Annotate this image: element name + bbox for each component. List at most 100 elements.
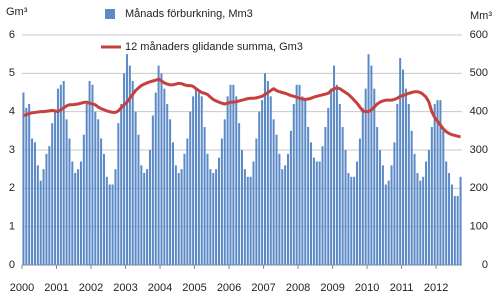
bar bbox=[353, 176, 356, 265]
bar bbox=[160, 73, 163, 265]
bar bbox=[433, 104, 436, 265]
y2-tick-label: 500 bbox=[470, 67, 488, 79]
x-tick-label: 2010 bbox=[355, 282, 379, 294]
bar bbox=[344, 150, 347, 265]
bar bbox=[298, 84, 301, 265]
bar bbox=[453, 196, 456, 265]
x-tick-label: 2002 bbox=[79, 282, 103, 294]
bar bbox=[393, 142, 396, 265]
bar bbox=[459, 176, 462, 265]
bar bbox=[252, 161, 255, 265]
bar bbox=[45, 153, 48, 265]
bar bbox=[396, 104, 399, 265]
bar bbox=[36, 165, 39, 265]
bar bbox=[238, 123, 241, 266]
bar bbox=[402, 69, 405, 265]
y2-tick-label: 600 bbox=[470, 29, 488, 41]
bar bbox=[358, 138, 361, 265]
x-tick-label: 2005 bbox=[182, 282, 206, 294]
bar bbox=[180, 169, 183, 265]
bar bbox=[272, 119, 275, 265]
bar bbox=[407, 104, 410, 265]
bar bbox=[88, 81, 91, 265]
x-tick-label: 2001 bbox=[44, 282, 68, 294]
bar bbox=[292, 104, 295, 265]
x-tick-label: 2006 bbox=[217, 282, 241, 294]
bar bbox=[42, 169, 45, 265]
bar bbox=[62, 81, 65, 265]
y-tick-label: 3 bbox=[9, 144, 15, 156]
bar bbox=[200, 96, 203, 265]
bar bbox=[284, 165, 287, 265]
bar bbox=[71, 161, 74, 265]
bar bbox=[97, 119, 100, 265]
y2-tick-label: 300 bbox=[470, 144, 488, 156]
bar bbox=[206, 153, 209, 265]
bar bbox=[338, 104, 341, 265]
y2-tick-label: 400 bbox=[470, 106, 488, 118]
bar bbox=[232, 84, 235, 265]
bar bbox=[289, 130, 292, 265]
bar bbox=[94, 111, 97, 266]
bar bbox=[243, 169, 246, 265]
y2-tick-label: 200 bbox=[470, 182, 488, 194]
bar bbox=[376, 127, 379, 265]
bar bbox=[166, 104, 169, 265]
bar bbox=[445, 161, 448, 265]
bar bbox=[140, 165, 143, 265]
bar bbox=[275, 134, 278, 265]
bar bbox=[114, 169, 117, 265]
bar bbox=[197, 92, 200, 265]
bar bbox=[111, 184, 114, 265]
bar bbox=[361, 107, 364, 265]
bar bbox=[131, 81, 134, 265]
bar bbox=[295, 84, 298, 265]
y2-tick-label: 0 bbox=[482, 259, 488, 271]
bar bbox=[77, 169, 80, 265]
bar bbox=[157, 65, 160, 266]
bar bbox=[304, 100, 307, 266]
bar bbox=[456, 196, 459, 265]
bar bbox=[194, 88, 197, 266]
bar bbox=[301, 96, 304, 265]
bar bbox=[85, 104, 88, 265]
bar bbox=[255, 138, 258, 265]
x-tick-label: 2004 bbox=[148, 282, 172, 294]
bar bbox=[410, 130, 413, 265]
bar bbox=[209, 169, 212, 265]
bar bbox=[281, 169, 284, 265]
bar bbox=[356, 161, 359, 265]
bar bbox=[350, 176, 353, 265]
x-tick-label: 2008 bbox=[286, 282, 310, 294]
bar bbox=[186, 138, 189, 265]
bar bbox=[123, 73, 126, 265]
bar bbox=[82, 134, 85, 265]
bar bbox=[399, 58, 402, 265]
bar bbox=[174, 165, 177, 265]
bar bbox=[51, 123, 54, 266]
bar bbox=[287, 153, 290, 265]
bar bbox=[442, 130, 445, 265]
bar bbox=[413, 153, 416, 265]
y2-tick-label: 100 bbox=[470, 221, 488, 233]
bar bbox=[54, 111, 57, 266]
y-tick-label: 4 bbox=[9, 106, 15, 118]
y-tick-label: 2 bbox=[9, 182, 15, 194]
bar bbox=[436, 100, 439, 266]
bar bbox=[189, 111, 192, 266]
bar bbox=[183, 153, 186, 265]
x-tick-label: 2007 bbox=[251, 282, 275, 294]
bar bbox=[226, 96, 229, 265]
bar bbox=[39, 180, 42, 265]
y-tick-label: 6 bbox=[9, 29, 15, 41]
bar bbox=[56, 88, 59, 266]
bar bbox=[105, 176, 108, 265]
bar bbox=[108, 184, 111, 265]
bar bbox=[404, 88, 407, 266]
bar bbox=[419, 180, 422, 265]
bar bbox=[59, 84, 62, 265]
bar bbox=[169, 119, 172, 265]
bar bbox=[143, 173, 146, 265]
bar bbox=[212, 173, 215, 265]
